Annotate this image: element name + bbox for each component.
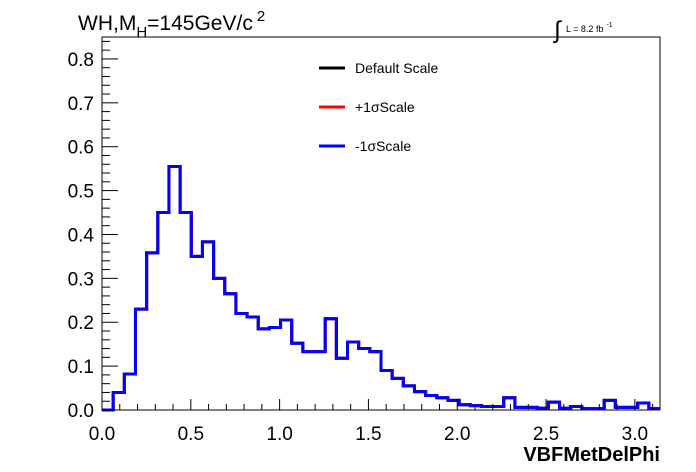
y-axis: 0.0 0.1 0.2 0.3 0.4 0.5 0.6 0.7 0.8 (68, 40, 118, 422)
y-tick-label: 0.7 (68, 94, 94, 115)
x-axis: 0.0 0.5 1.0 1.5 2.0 2.5 3.0 (89, 399, 654, 445)
x-tick-label: 1.0 (266, 424, 292, 445)
x-tick-label: 3.0 (622, 424, 648, 445)
chart-title-superscript: 2 (257, 8, 265, 25)
y-tick-label: 0.0 (68, 401, 94, 422)
x-axis-label: VBFMetDelPhi (523, 444, 660, 466)
y-tick-label: 0.4 (68, 225, 95, 246)
legend-label-1: Default Scale (355, 60, 438, 76)
legend-label-2: +1σScale (355, 99, 415, 115)
x-tick-label: 2.0 (444, 424, 470, 445)
series-layer (102, 164, 660, 412)
y-tick-label: 0.5 (68, 182, 94, 203)
legend: Default Scale +1σScale -1σScale (319, 60, 438, 154)
x-tick-label: 2.5 (533, 424, 559, 445)
luminosity-text: L = 8.2 fb -1 (566, 22, 613, 34)
chart-title: WH,MH=145GeV/c 2 (78, 8, 265, 41)
chart-title-subscript: H (136, 24, 147, 41)
y-tick-label: 0.1 (68, 357, 94, 378)
integral-sign: ∫ (552, 17, 562, 44)
plot-frame (101, 36, 661, 411)
x-tick-label: 1.5 (355, 424, 381, 445)
y-tick-label: 0.2 (68, 313, 94, 334)
series-line-2 (102, 164, 660, 412)
x-tick-label: 0.5 (178, 424, 204, 445)
y-tick-label: 0.6 (68, 138, 94, 159)
y-tick-label: 0.3 (68, 269, 94, 290)
chart-title-rest: =145GeV/c (147, 12, 253, 35)
x-tick-label: 0.0 (89, 424, 115, 445)
series-line-1 (102, 164, 660, 412)
legend-label-3: -1σScale (355, 138, 411, 154)
y-tick-label: 0.8 (68, 50, 94, 71)
series-line-3 (102, 164, 660, 412)
luminosity-label: ∫ L = 8.2 fb -1 (552, 17, 613, 44)
